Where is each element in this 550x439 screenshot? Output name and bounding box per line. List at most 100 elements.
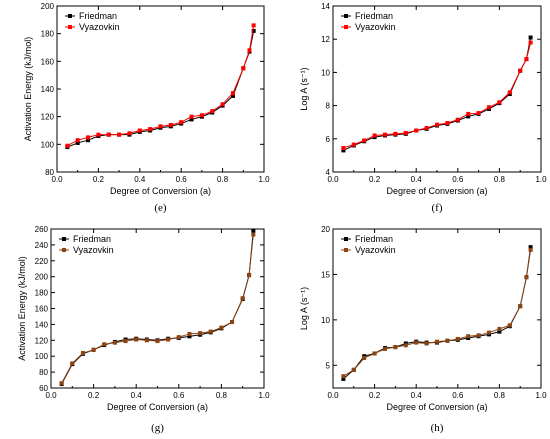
data-point-friedman xyxy=(251,228,256,233)
data-point-vyazovkin xyxy=(528,40,533,45)
data-point-vyazovkin xyxy=(403,343,408,348)
legend-marker xyxy=(344,14,348,18)
data-point-vyazovkin xyxy=(187,331,192,336)
data-point-vyazovkin xyxy=(117,132,122,137)
y-axis-title: Log A (s⁻¹) xyxy=(299,67,309,110)
x-tick-label: 0.2 xyxy=(93,175,105,184)
data-point-vyazovkin xyxy=(59,381,64,386)
data-point-vyazovkin xyxy=(210,109,215,114)
x-tick-label: 0.4 xyxy=(131,391,143,400)
y-tick-label: 180 xyxy=(41,30,55,39)
y-tick-label: 140 xyxy=(41,85,55,94)
data-point-vyazovkin xyxy=(507,323,512,328)
y-tick-label: 200 xyxy=(35,273,49,282)
series-line-vyazovkin xyxy=(61,234,254,384)
data-point-vyazovkin xyxy=(208,329,213,334)
data-point-friedman xyxy=(341,376,346,381)
y-tick-label: 240 xyxy=(35,241,49,250)
y-tick-label: 120 xyxy=(35,336,49,345)
x-tick-label: 0.0 xyxy=(327,391,339,400)
data-point-vyazovkin xyxy=(91,347,96,352)
y-tick-label: 120 xyxy=(41,113,55,122)
data-point-vyazovkin xyxy=(445,121,450,126)
data-point-vyazovkin xyxy=(123,339,128,344)
data-point-friedman xyxy=(189,117,194,122)
y-tick-label: 10 xyxy=(321,316,330,325)
data-point-vyazovkin xyxy=(497,326,502,331)
data-point-vyazovkin xyxy=(75,138,80,143)
x-tick-label: 0.2 xyxy=(369,391,381,400)
data-point-vyazovkin xyxy=(414,340,419,345)
data-point-vyazovkin xyxy=(524,57,529,62)
legend-marker xyxy=(344,248,348,252)
y-tick-label: 20 xyxy=(321,225,330,234)
y-tick-label: 160 xyxy=(41,57,55,66)
data-point-friedman xyxy=(86,138,91,143)
data-point-vyazovkin xyxy=(414,128,419,133)
data-point-vyazovkin xyxy=(518,304,523,309)
y-tick-label: 100 xyxy=(41,140,55,149)
data-point-vyazovkin xyxy=(435,339,439,344)
data-point-vyazovkin xyxy=(247,48,252,53)
x-axis-title: Degree of Conversion (a) xyxy=(386,402,487,412)
data-point-vyazovkin xyxy=(435,122,439,127)
data-point-vyazovkin xyxy=(96,132,101,137)
x-tick-label: 0.8 xyxy=(494,175,506,184)
legend-label: Vyazovkin xyxy=(73,245,114,255)
data-point-vyazovkin xyxy=(199,113,204,118)
x-tick-label: 0.0 xyxy=(51,175,63,184)
y-tick-label: 220 xyxy=(35,257,49,266)
legend-marker xyxy=(344,25,348,29)
data-point-friedman xyxy=(251,28,256,33)
legend-label: Friedman xyxy=(79,11,117,21)
x-tick-label: 0.6 xyxy=(452,391,464,400)
data-point-vyazovkin xyxy=(372,351,377,356)
data-point-vyazovkin xyxy=(219,325,224,330)
legend-label: Friedman xyxy=(355,11,393,21)
data-point-vyazovkin xyxy=(507,90,512,95)
data-point-vyazovkin xyxy=(230,320,235,325)
data-point-vyazovkin xyxy=(158,124,163,129)
x-tick-label: 0.2 xyxy=(369,175,381,184)
data-point-vyazovkin xyxy=(518,68,523,73)
y-tick-label: 5 xyxy=(326,361,331,370)
x-axis-title: Degree of Conversion (a) xyxy=(386,186,487,196)
y-tick-label: 14 xyxy=(321,2,330,11)
legend-label: Vyazovkin xyxy=(79,22,120,32)
data-point-vyazovkin xyxy=(455,336,460,341)
x-tick-label: 0.6 xyxy=(176,175,188,184)
data-point-vyazovkin xyxy=(144,338,149,343)
data-point-vyazovkin xyxy=(179,120,184,125)
x-tick-label: 0.8 xyxy=(216,391,228,400)
data-point-vyazovkin xyxy=(241,66,246,71)
data-point-vyazovkin xyxy=(148,127,153,132)
y-tick-label: 8 xyxy=(326,102,331,111)
data-point-vyazovkin xyxy=(476,333,481,338)
chart-panel-3: 0.0 0.2 0.4 0.6 0.8 1.0 60 80 100 120 140 160 180 200… xyxy=(17,225,270,434)
legend-marker xyxy=(68,25,72,29)
data-point-vyazovkin xyxy=(247,273,252,278)
data-point-vyazovkin xyxy=(403,130,408,135)
data-point-vyazovkin xyxy=(341,374,346,379)
data-point-vyazovkin xyxy=(134,337,139,342)
data-point-friedman xyxy=(187,334,192,339)
y-tick-label: 200 xyxy=(41,2,55,11)
data-point-vyazovkin xyxy=(487,330,491,335)
panel-label: (g) xyxy=(151,422,164,434)
panel-label: (f) xyxy=(432,202,443,214)
data-point-vyazovkin xyxy=(65,143,70,148)
data-point-vyazovkin xyxy=(455,117,460,122)
data-point-vyazovkin xyxy=(155,339,160,344)
chart-panel-1: 0.0 0.2 0.4 0.6 0.8 1.0 80 100 120 140 160 180 200 De… xyxy=(23,2,270,214)
legend-label: Friedman xyxy=(73,234,111,244)
data-point-vyazovkin xyxy=(106,132,111,137)
data-point-vyazovkin xyxy=(476,111,481,116)
data-point-vyazovkin xyxy=(528,247,533,252)
y-tick-label: 60 xyxy=(39,384,48,393)
data-point-vyazovkin xyxy=(189,114,194,119)
data-point-vyazovkin xyxy=(497,100,502,105)
y-tick-label: 4 xyxy=(326,168,331,177)
data-point-vyazovkin xyxy=(220,102,225,107)
data-point-vyazovkin xyxy=(198,331,203,336)
panel-label: (h) xyxy=(431,422,444,434)
